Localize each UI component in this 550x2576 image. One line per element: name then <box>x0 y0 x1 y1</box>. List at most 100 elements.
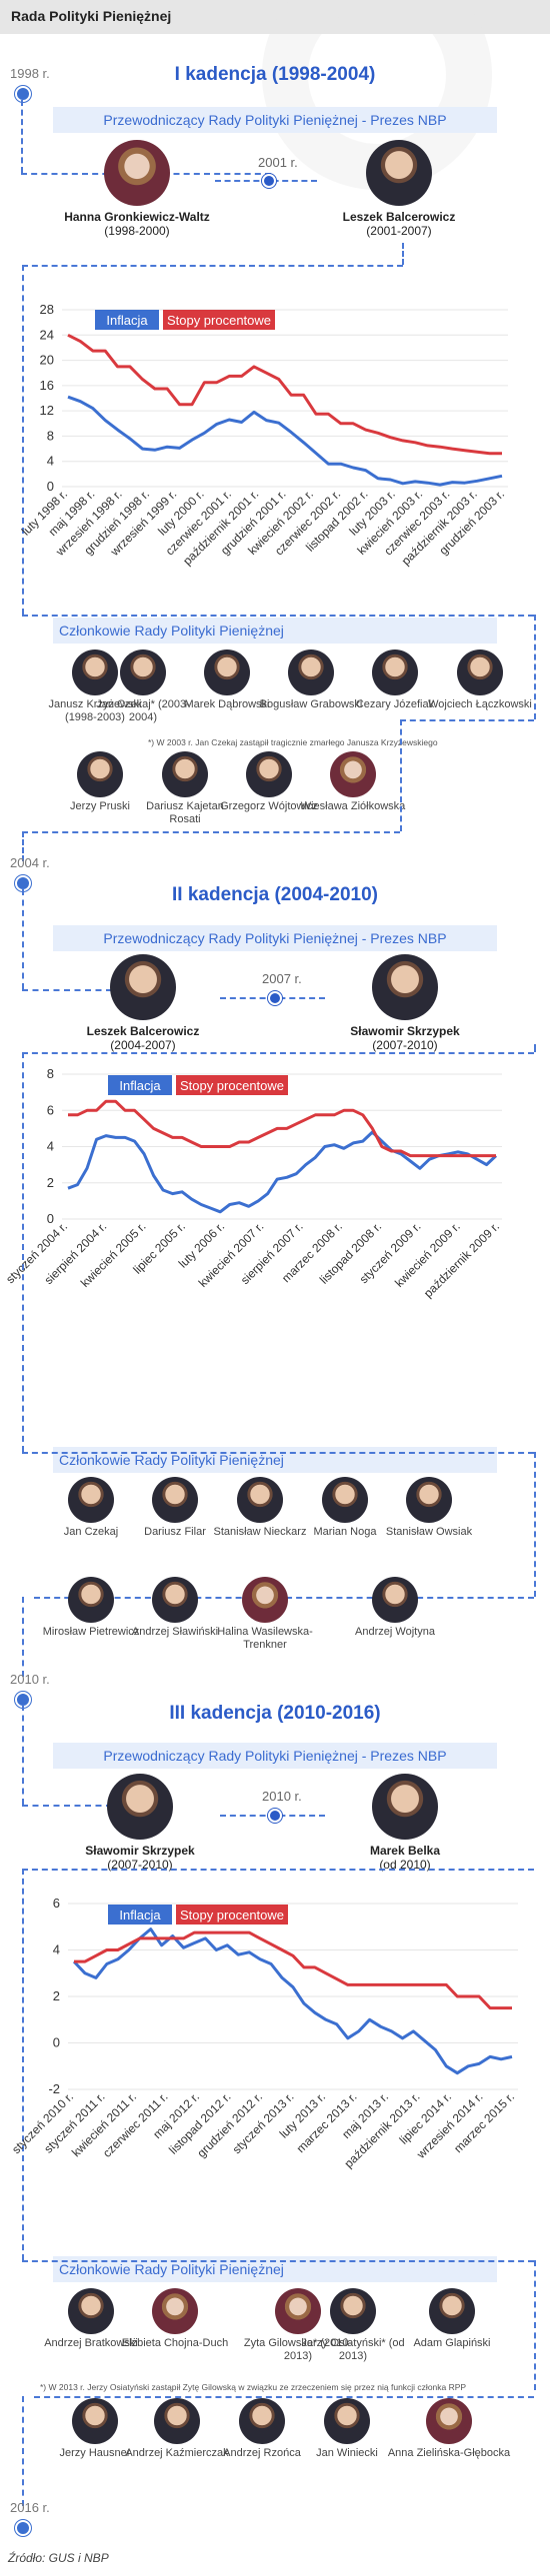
portrait-photo <box>237 1477 283 1523</box>
timeline-line <box>22 1052 534 1054</box>
member-card: Jerzy Pruski <box>45 751 155 813</box>
chair-card: Leszek Balcerowicz (2001-2007) <box>324 140 474 238</box>
portrait-photo <box>110 954 176 1020</box>
member-name: Andrzej Sławiński <box>131 1626 219 1638</box>
member-name: Stanisław Owsiak <box>385 1526 473 1538</box>
chair-name: Leszek Balcerowicz <box>342 210 456 224</box>
x-tick-label: grudzień 2003 r. <box>436 487 507 558</box>
member-name: Adam Glapiński <box>413 2337 491 2349</box>
x-tick-label: styczeń 2010 r. <box>9 2089 76 2156</box>
x-tick-label: maj 1998 r. <box>46 487 98 539</box>
series-line-rates <box>67 333 502 456</box>
member-name: Jan Czekaj* (2003-2004) <box>96 698 190 723</box>
y-tick-label: 2 <box>53 1988 60 2003</box>
x-tick-label: wrzesień 2014 r. <box>413 2089 485 2161</box>
member-name: Halina Wasilewska-Trenkner <box>217 1626 313 1651</box>
portrait-photo <box>372 1774 438 1840</box>
member-name: Jan Czekaj <box>63 1526 119 1538</box>
x-tick-label: luty 2003 r. <box>346 487 397 538</box>
transition-dot <box>268 1809 282 1823</box>
legend-swatch-rates <box>176 1075 288 1095</box>
timeline-line <box>22 1869 24 2260</box>
portrait-photo <box>68 1477 114 1523</box>
member-card: Dariusz Kajetan Rosati <box>130 751 240 826</box>
member-card: Jan Winiecki <box>292 2398 402 2460</box>
member-card: Stanisław Owsiak <box>374 1477 484 1539</box>
member-card: Bogusław Grabowski <box>256 649 366 711</box>
member-card: Janusz Krzyżewski (1998-2003) <box>40 649 150 724</box>
x-tick-label: kwiecień 2002 r. <box>245 487 316 558</box>
timeline-line <box>534 2260 536 2390</box>
chair-bar-label: Przewodniczący Rady Polityki Pieniężnej … <box>103 930 447 946</box>
portrait-photo <box>246 751 292 797</box>
timeline-line <box>22 265 24 615</box>
x-tick-label: grudzień 1998 r. <box>81 487 152 558</box>
timeline-line <box>534 615 536 719</box>
member-card: Jerzy Osiatyński* (od 2013) <box>298 2288 408 2363</box>
timeline-line <box>22 1705 24 1805</box>
member-name: Anna Zielińska-Głębocka <box>387 2447 511 2459</box>
portrait-photo <box>406 1477 452 1523</box>
portrait-photo <box>68 2288 114 2334</box>
portrait-photo <box>330 2288 376 2334</box>
chair-card: Sławomir Skrzypek (2007-2010) <box>65 1774 215 1872</box>
chair-bar: Przewodniczący Rady Polityki Pieniężnej … <box>53 925 497 951</box>
timeline-line <box>22 1597 24 1677</box>
member-name: Cezary Józefiak <box>355 698 435 710</box>
member-card: Anna Zielińska-Głębocka <box>387 2398 511 2460</box>
timeline-line <box>22 265 403 267</box>
chair-card: Marek Belka (od 2010) <box>330 1774 480 1872</box>
member-card: Grzegorz Wójtowicz <box>214 751 324 813</box>
portrait-photo <box>426 2398 472 2444</box>
chair-name: Sławomir Skrzypek <box>350 1024 460 1038</box>
member-card: Mirosław Pietrewicz <box>36 1577 146 1639</box>
y-tick-label: 2 <box>47 1175 54 1190</box>
x-tick-label: styczeń 2011 r. <box>41 2089 107 2155</box>
page-title: Rada Polityki Pieniężnej <box>11 8 172 24</box>
x-tick-label: listopad 2002 r. <box>303 487 370 554</box>
y-tick-label: 24 <box>40 327 54 342</box>
footnote: *) W 2003 r. Jan Czekaj zastąpił tragicz… <box>148 737 438 747</box>
chair-years: (2004-2007) <box>110 1038 176 1052</box>
chair-bar: Przewodniczący Rady Polityki Pieniężnej … <box>53 1743 497 1769</box>
portrait-photo <box>152 1477 198 1523</box>
x-tick-label: wrzesień 1999 r. <box>107 487 179 559</box>
y-tick-label: 20 <box>40 353 54 368</box>
series-line-inflation <box>67 1130 498 1214</box>
timeline-line <box>534 1452 536 1597</box>
portrait-photo <box>324 2398 370 2444</box>
member-card: Andrzej Rzońca <box>207 2398 317 2460</box>
portrait-photo <box>242 1577 288 1623</box>
y-tick-label: 0 <box>53 2035 60 2050</box>
member-name: Wojciech Łączkowski <box>428 698 532 710</box>
y-tick-label: 8 <box>47 1066 54 1081</box>
x-tick-label: kwiecień 2005 r. <box>78 1219 149 1290</box>
legend-swatch-inflation <box>95 310 159 330</box>
timeline-line <box>22 831 400 833</box>
member-card: Marek Dąbrowski <box>172 649 282 711</box>
y-tick-label: 6 <box>53 1896 60 1911</box>
timeline-line <box>402 243 404 265</box>
chair-card: Sławomir Skrzypek (2007-2010) <box>330 954 480 1052</box>
chair-years: (1998-2000) <box>104 224 170 238</box>
chair-years: (od 2010) <box>379 1858 431 1872</box>
y-tick-label: 4 <box>47 1139 54 1154</box>
x-tick-label: kwiecień 2009 r. <box>392 1219 463 1290</box>
member-card: Andrzej Sławiński <box>120 1577 230 1639</box>
portrait-photo <box>77 751 123 797</box>
portrait-photo <box>104 140 170 206</box>
x-tick-label: marzec 2015 r. <box>451 2089 517 2155</box>
chair-name: Marek Belka <box>369 1844 441 1858</box>
y-tick-label: 4 <box>53 1942 60 1957</box>
legend-swatch-inflation <box>108 1075 172 1095</box>
timeline-line <box>22 2260 534 2262</box>
transition-dot <box>268 991 282 1005</box>
timeline-line <box>34 2396 534 2398</box>
member-name: Marek Dąbrowski <box>184 698 270 710</box>
portrait-photo <box>372 649 418 695</box>
member-name: Grzegorz Wójtowicz <box>220 800 318 812</box>
timeline-line <box>534 1044 538 1052</box>
